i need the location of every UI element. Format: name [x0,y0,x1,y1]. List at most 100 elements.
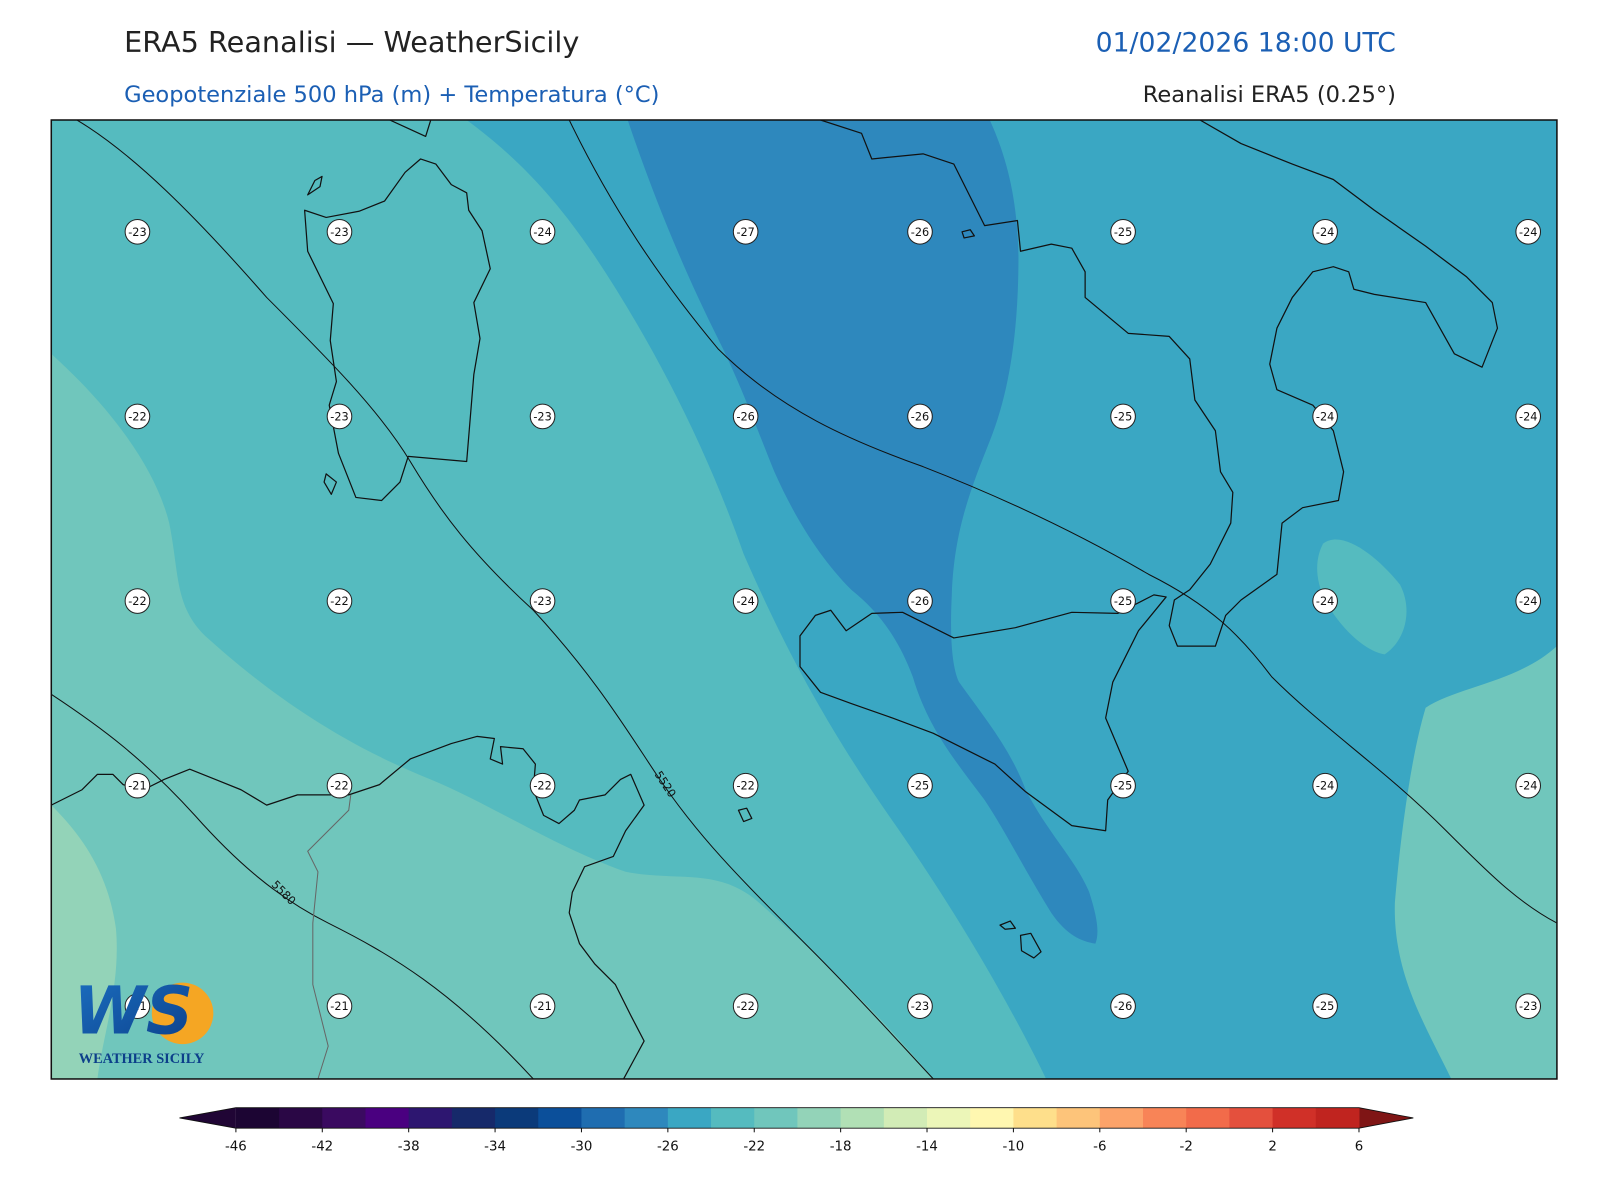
colorbar-segment [408,1107,453,1129]
colorbar-tick-label: -46 [225,1140,247,1155]
logo: WS WEATHER SICILY [74,973,214,1067]
temperature-label: -22 [128,410,146,423]
datetime: 01/02/2026 18:00 UTC [1096,28,1396,59]
temperature-label: -25 [1114,226,1132,239]
colorbar-segment [1229,1107,1274,1129]
label-badge [732,403,759,430]
label-badge [1515,588,1542,614]
colorbar-tick-label: -18 [830,1140,852,1155]
logo-sun [151,982,214,1045]
coastline [307,175,338,495]
colorbar-tick-label: -38 [398,1140,420,1155]
temperature-label: -21 [128,1000,146,1013]
colorbar-segment [711,1107,755,1129]
colorbar: -46 -42 -38 -34 -30 -26 -22 -18 -14 -10 -6 -2 2 6 [179,1107,1414,1155]
map-frame [50,119,1558,1080]
temperature-label: -22 [330,595,348,608]
geopotential-isoline [568,119,1557,924]
colorbar-segment [322,1107,366,1129]
temperature-label: -22 [533,780,551,793]
label-badge [529,218,556,245]
label-badge [907,772,933,799]
source: Reanalisi ERA5 (0.25°) [1143,82,1396,108]
coastline [389,119,432,138]
temperature-label: -23 [911,1000,929,1013]
coastline [51,735,645,1079]
label-badge [529,772,556,799]
colorbar-segment [279,1107,323,1129]
label-badge [907,403,933,430]
label-badge [1312,993,1338,1019]
colorbar-tick-label: 2 [1268,1140,1276,1155]
label-layer: -23 -23 -24 -27 -26 -25 -24 -24 -22 -23 -23 -26 -26 -… [124,218,1542,1019]
label-badge [907,218,933,245]
colorbar-segment [581,1107,626,1129]
label-badge [1110,403,1136,430]
temperature-label: -24 [533,226,551,239]
label-badge [326,218,353,245]
label-badge [124,403,151,430]
label-badge [326,588,353,614]
label-badge [124,993,151,1019]
temperature-band [51,805,117,1079]
colorbar-extend [1358,1107,1414,1129]
title: ERA5 Reanalisi — WeatherSicily [124,25,579,59]
coastline [820,119,1499,647]
temperature-label: -24 [1316,780,1334,793]
logo-letters: WS [74,973,194,1049]
temperature-label: -23 [533,595,551,608]
temperature-band [627,120,1098,944]
coastline [737,229,1042,959]
label-badge [1515,218,1542,245]
colorbar-segment [797,1107,842,1129]
colorbar-segment [970,1107,1014,1129]
temperature-label: -24 [736,595,754,608]
temperature-label: -22 [330,780,348,793]
colorbar-segment [883,1107,928,1129]
label-badge [732,772,759,799]
label-badge [124,772,151,799]
subtitle: Geopotenziale 500 hPa (m) + Temperatura … [124,82,659,108]
temperature-label: -23 [1519,1000,1537,1013]
colorbar-segment [927,1107,971,1129]
colorbar-tick-label: -14 [916,1140,938,1155]
label-badge [124,588,151,614]
temperature-label: -21 [128,780,146,793]
label-badge [1312,588,1338,614]
label-badge [1515,772,1542,799]
temperature-label: -24 [1316,410,1334,423]
colorbar-tick-label: -42 [311,1140,333,1155]
label-badge [907,588,933,614]
temperature-label: -24 [1519,595,1537,608]
temperature-label: -23 [128,226,146,239]
temperature-label: -26 [911,595,929,608]
label-badge [529,588,556,614]
temperature-label: -22 [128,595,146,608]
colorbar-segment [451,1107,496,1129]
label-badge [732,218,759,245]
label-badge [1515,403,1542,430]
colorbar-segment [235,1107,280,1129]
temperature-label: -26 [911,410,929,423]
colorbar-segment [538,1107,582,1129]
temperature-label: -22 [736,780,754,793]
border [307,794,352,1079]
temperature-label: -27 [736,226,754,239]
colorbar-segment [1315,1107,1360,1129]
label-badge [529,403,556,430]
label-badge [326,772,353,799]
colorbar-segment [1099,1107,1144,1129]
temperature-label: -26 [1114,1000,1132,1013]
label-badge [326,403,353,430]
colorbar-segment [840,1107,885,1129]
temperature-label: -25 [1114,410,1132,423]
coastline [799,594,1167,832]
temperature-band [51,353,934,1079]
logo-name: WEATHER SICILY [79,1051,205,1067]
label-badge [907,993,933,1019]
label-badge [529,993,556,1019]
colorbar-segment [365,1107,410,1129]
temperature-band [1394,646,1557,1079]
colorbar-segment [754,1107,798,1129]
